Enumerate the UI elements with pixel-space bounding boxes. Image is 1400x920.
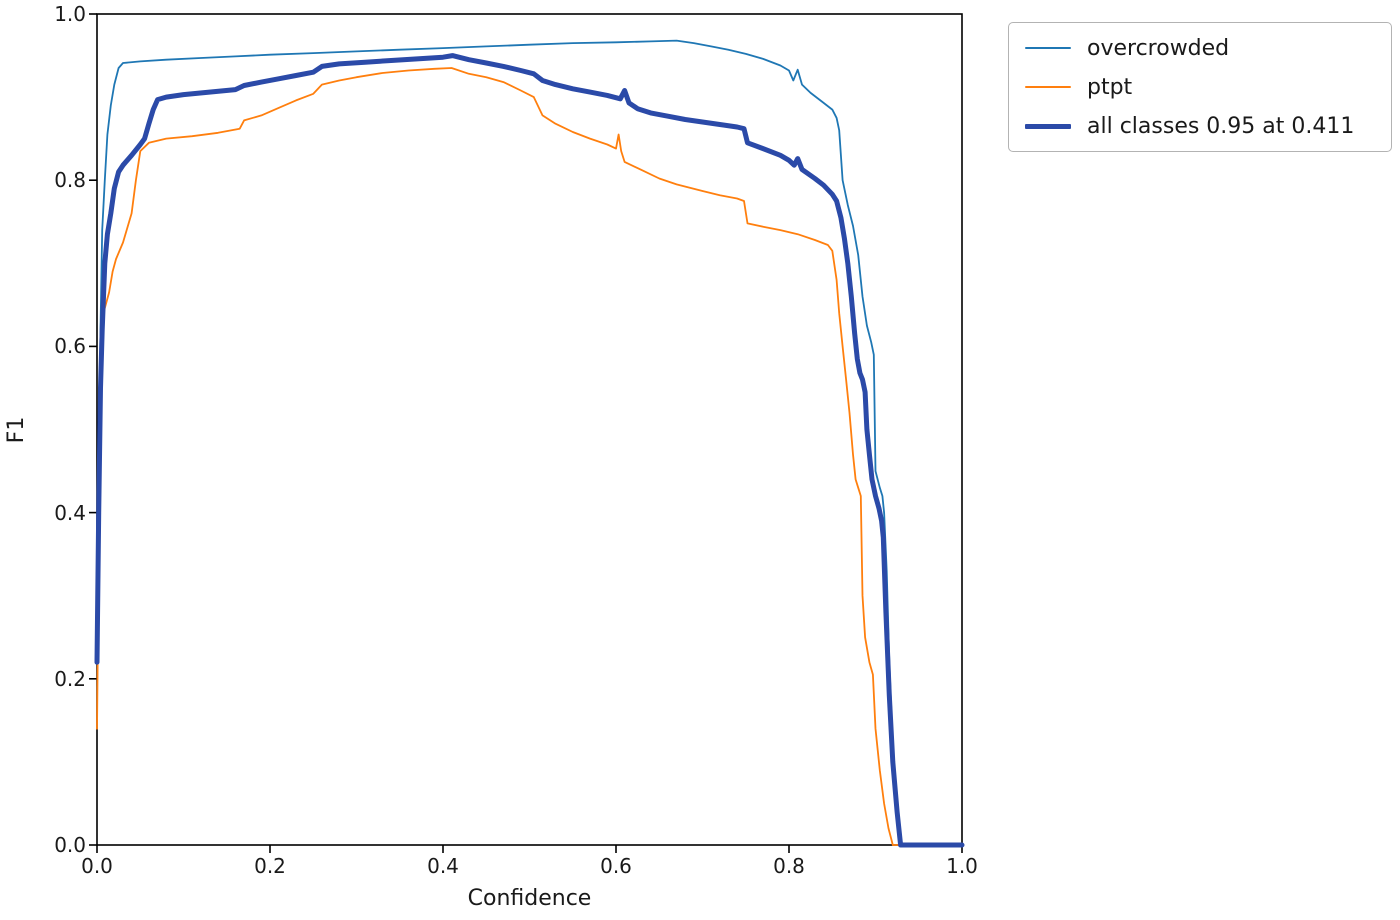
x-tick-label: 0.8	[773, 854, 805, 878]
legend-line-swatch	[1025, 86, 1071, 88]
y-tick-label: 0.4	[54, 500, 86, 525]
series-line-ptpt	[96, 67, 963, 846]
y-tick-label: 0.8	[54, 168, 86, 193]
x-tick-label: 0.4	[427, 854, 459, 878]
y-axis-label: F1	[3, 416, 29, 444]
legend-label: ptpt	[1087, 74, 1133, 100]
legend-item: overcrowded	[1025, 33, 1375, 63]
x-tick-label: 1.0	[946, 854, 978, 878]
legend-label: all classes 0.95 at 0.411	[1087, 113, 1355, 139]
y-tick-label: 0.6	[54, 334, 86, 359]
series-line-overcrowded	[96, 39, 963, 846]
x-tick-label: 0.0	[81, 854, 113, 878]
y-tick-label: 0.2	[54, 666, 86, 691]
legend-line-swatch	[1025, 123, 1071, 129]
y-tick-label: 1.0	[54, 2, 86, 26]
y-tick-label: 0.0	[54, 833, 86, 857]
legend-label: overcrowded	[1087, 35, 1230, 61]
x-tick-label: 0.6	[600, 854, 632, 878]
legend-item: all classes 0.95 at 0.411	[1025, 111, 1375, 141]
legend: overcrowded ptpt all classes 0.95 at 0.411	[1008, 22, 1392, 152]
x-tick-label: 0.2	[254, 854, 286, 878]
axes-frame	[96, 13, 963, 846]
legend-item: ptpt	[1025, 72, 1375, 102]
x-axis-label: Confidence	[467, 886, 592, 911]
series-line-all	[94, 53, 965, 848]
legend-line-swatch	[1025, 47, 1071, 49]
